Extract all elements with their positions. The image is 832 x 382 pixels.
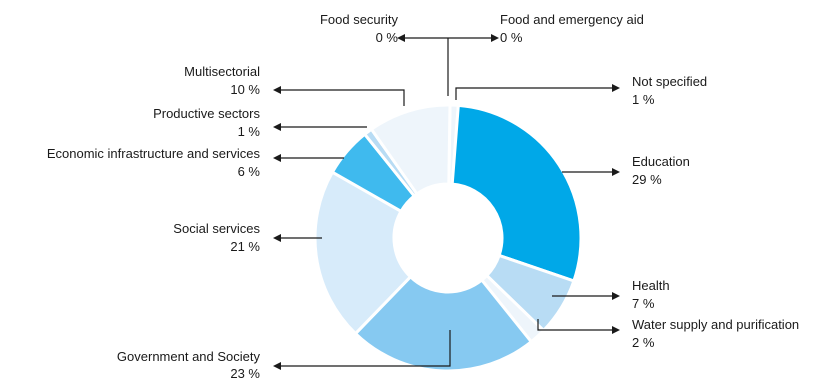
arrow-productive [273,123,281,131]
arrow-multisectorial [273,86,281,94]
label-multisectorial: Multisectorial [184,64,260,79]
value-government: 23 % [230,366,260,381]
value-food-emergency: 0 % [500,30,523,45]
arrow-water [612,326,620,334]
value-not-specified: 1 % [632,92,655,107]
label-not-specified: Not specified [632,74,707,89]
arrow-food-emergency [491,34,499,42]
arrow-education [612,168,620,176]
arrow-social [273,234,281,242]
label-food-security: Food security [320,12,399,27]
slice-education [452,105,581,281]
leader-not-specified [456,88,612,100]
label-water: Water supply and purification [632,317,799,332]
value-economic: 6 % [238,164,261,179]
arrow-health [612,292,620,300]
arrow-economic [273,154,281,162]
label-social: Social services [173,221,260,236]
value-social: 21 % [230,239,260,254]
label-economic: Economic infrastructure and services [47,146,261,161]
donut-slices [315,105,581,371]
arrow-food-security [397,34,405,42]
value-productive: 1 % [238,124,261,139]
arrow-government [273,362,281,370]
label-health: Health [632,278,670,293]
value-health: 7 % [632,296,655,311]
value-multisectorial: 10 % [230,82,260,97]
label-education: Education [632,154,690,169]
label-government: Government and Society [117,349,261,364]
value-water: 2 % [632,335,655,350]
label-food-emergency: Food and emergency aid [500,12,644,27]
arrow-not-specified [612,84,620,92]
leader-multisectorial [281,90,404,106]
value-education: 29 % [632,172,662,187]
label-productive: Productive sectors [153,106,260,121]
value-food-security: 0 % [376,30,399,45]
